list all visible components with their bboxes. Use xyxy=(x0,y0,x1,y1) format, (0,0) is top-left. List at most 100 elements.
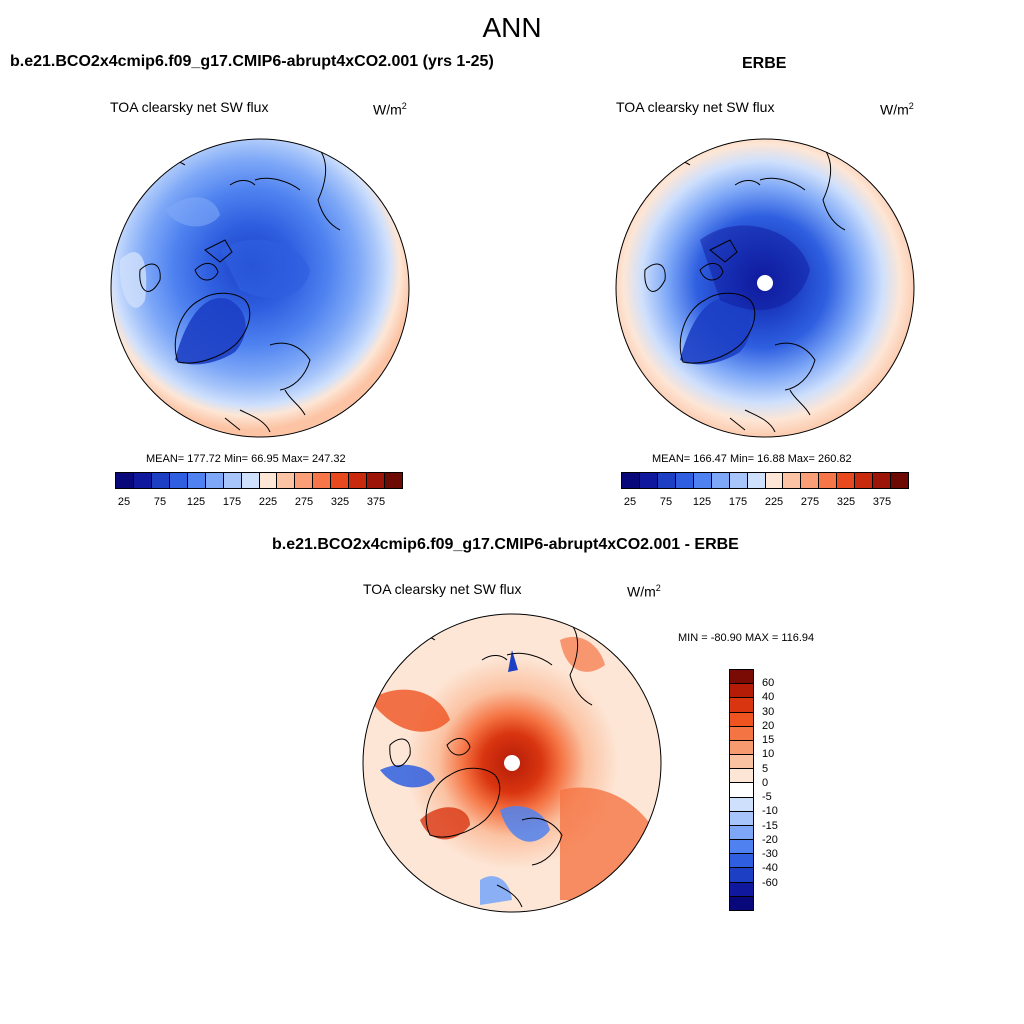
panel1-title: b.e21.BCO2x4cmip6.f09_g17.CMIP6-abrupt4x… xyxy=(10,53,494,70)
colorbar-tick-label: -40 xyxy=(762,862,778,875)
colorbar-tick-label: 20 xyxy=(762,719,775,732)
colorbar-swatch xyxy=(730,882,753,897)
colorbar-tick-label: 15 xyxy=(762,734,775,747)
colorbar-swatch xyxy=(873,473,892,488)
colorbar-tick-label: 25 xyxy=(623,496,637,508)
colorbar-tick-label: 125 xyxy=(186,496,206,508)
colorbar-swatch xyxy=(730,896,753,910)
colorbar-tick-label: 375 xyxy=(366,496,386,508)
colorbar-swatch xyxy=(783,473,802,488)
colorbar-swatch xyxy=(730,670,753,685)
colorbar-tick-label: 225 xyxy=(258,496,278,508)
colorbar-swatch xyxy=(295,473,314,488)
colorbar-tick-label: 375 xyxy=(872,496,892,508)
panel1-map xyxy=(110,138,410,438)
colorbar-swatch xyxy=(730,783,753,798)
panel1-colorbar xyxy=(115,472,403,489)
panel2-colorbar xyxy=(621,472,909,489)
colorbar-swatch xyxy=(622,473,640,488)
colorbar-swatch xyxy=(313,473,332,488)
colorbar-swatch xyxy=(730,868,753,883)
colorbar-swatch xyxy=(259,473,278,488)
colorbar-tick-label: 125 xyxy=(692,496,712,508)
colorbar-swatch xyxy=(801,473,820,488)
figure-title: ANN xyxy=(482,12,542,43)
colorbar-tick-label: 325 xyxy=(836,496,856,508)
panel3-stats: MIN = -80.90 MAX = 116.94 xyxy=(678,632,815,644)
colorbar-swatch xyxy=(730,825,753,841)
colorbar-swatch xyxy=(747,473,766,488)
panel2-units: W/m2 xyxy=(880,101,914,118)
colorbar-swatch xyxy=(205,473,224,488)
colorbar-tick-label: -60 xyxy=(762,876,778,889)
colorbar-tick-label: 30 xyxy=(762,705,775,718)
colorbar-tick-label: 25 xyxy=(117,496,131,508)
colorbar-tick-label: -10 xyxy=(762,805,778,818)
colorbar-tick-label: 275 xyxy=(800,496,820,508)
panel2-stats: MEAN= 166.47 Min= 16.88 Max= 260.82 xyxy=(652,453,852,465)
colorbar-tick-label: 225 xyxy=(764,496,784,508)
panel2-field-name: TOA clearsky net SW flux xyxy=(616,99,775,115)
panel1-units: W/m2 xyxy=(373,101,407,118)
panel3-map xyxy=(362,613,662,913)
colorbar-swatch xyxy=(730,769,753,784)
colorbar-tick-label: 5 xyxy=(762,762,769,775)
panel1-stats: MEAN= 177.72 Min= 66.95 Max= 247.32 xyxy=(146,453,346,465)
colorbar-swatch xyxy=(675,473,694,488)
colorbar-swatch xyxy=(187,473,206,488)
colorbar-swatch xyxy=(819,473,838,488)
colorbar-swatch xyxy=(730,854,753,869)
colorbar-tick-label: 325 xyxy=(330,496,350,508)
panel2-map xyxy=(615,138,915,438)
colorbar-tick-label: -15 xyxy=(762,819,778,832)
colorbar-tick-label: -30 xyxy=(762,848,778,861)
colorbar-tick-label: 75 xyxy=(659,496,673,508)
colorbar-tick-label: 10 xyxy=(762,748,775,761)
panel3-units: W/m2 xyxy=(627,583,661,600)
panel1-field-name: TOA clearsky net SW flux xyxy=(110,99,269,115)
colorbar-swatch xyxy=(730,840,753,855)
colorbar-swatch xyxy=(730,740,753,756)
colorbar-swatch xyxy=(169,473,188,488)
panel3-colorbar xyxy=(729,669,754,911)
colorbar-tick-label: -20 xyxy=(762,833,778,846)
colorbar-tick-label: 275 xyxy=(294,496,314,508)
panel2-title: ERBE xyxy=(742,55,787,72)
colorbar-swatch xyxy=(151,473,170,488)
colorbar-swatch xyxy=(837,473,856,488)
colorbar-swatch xyxy=(730,797,753,812)
colorbar-swatch xyxy=(639,473,658,488)
colorbar-tick-label: 60 xyxy=(762,677,775,690)
colorbar-swatch xyxy=(730,684,753,699)
colorbar-tick-label: 175 xyxy=(222,496,242,508)
colorbar-swatch xyxy=(730,755,753,770)
colorbar-swatch xyxy=(855,473,874,488)
colorbar-swatch xyxy=(277,473,296,488)
panel3-field-name: TOA clearsky net SW flux xyxy=(363,581,522,597)
colorbar-swatch xyxy=(693,473,712,488)
colorbar-tick-label: -5 xyxy=(762,791,772,804)
colorbar-swatch xyxy=(349,473,368,488)
colorbar-swatch xyxy=(223,473,242,488)
colorbar-swatch xyxy=(367,473,386,488)
colorbar-tick-label: 40 xyxy=(762,691,775,704)
colorbar-swatch xyxy=(729,473,748,488)
colorbar-swatch xyxy=(385,473,402,488)
colorbar-swatch xyxy=(331,473,350,488)
colorbar-swatch xyxy=(730,698,753,713)
colorbar-swatch xyxy=(730,712,753,727)
colorbar-swatch xyxy=(133,473,152,488)
panel3-title: b.e21.BCO2x4cmip6.f09_g17.CMIP6-abrupt4x… xyxy=(272,536,739,553)
colorbar-swatch xyxy=(711,473,730,488)
colorbar-tick-label: 175 xyxy=(728,496,748,508)
colorbar-swatch xyxy=(891,473,908,488)
colorbar-swatch xyxy=(730,811,753,826)
colorbar-swatch xyxy=(241,473,260,488)
colorbar-swatch xyxy=(657,473,676,488)
colorbar-swatch xyxy=(765,473,784,488)
colorbar-swatch xyxy=(730,726,753,741)
colorbar-swatch xyxy=(116,473,134,488)
colorbar-tick-label: 75 xyxy=(153,496,167,508)
colorbar-tick-label: 0 xyxy=(762,776,769,789)
